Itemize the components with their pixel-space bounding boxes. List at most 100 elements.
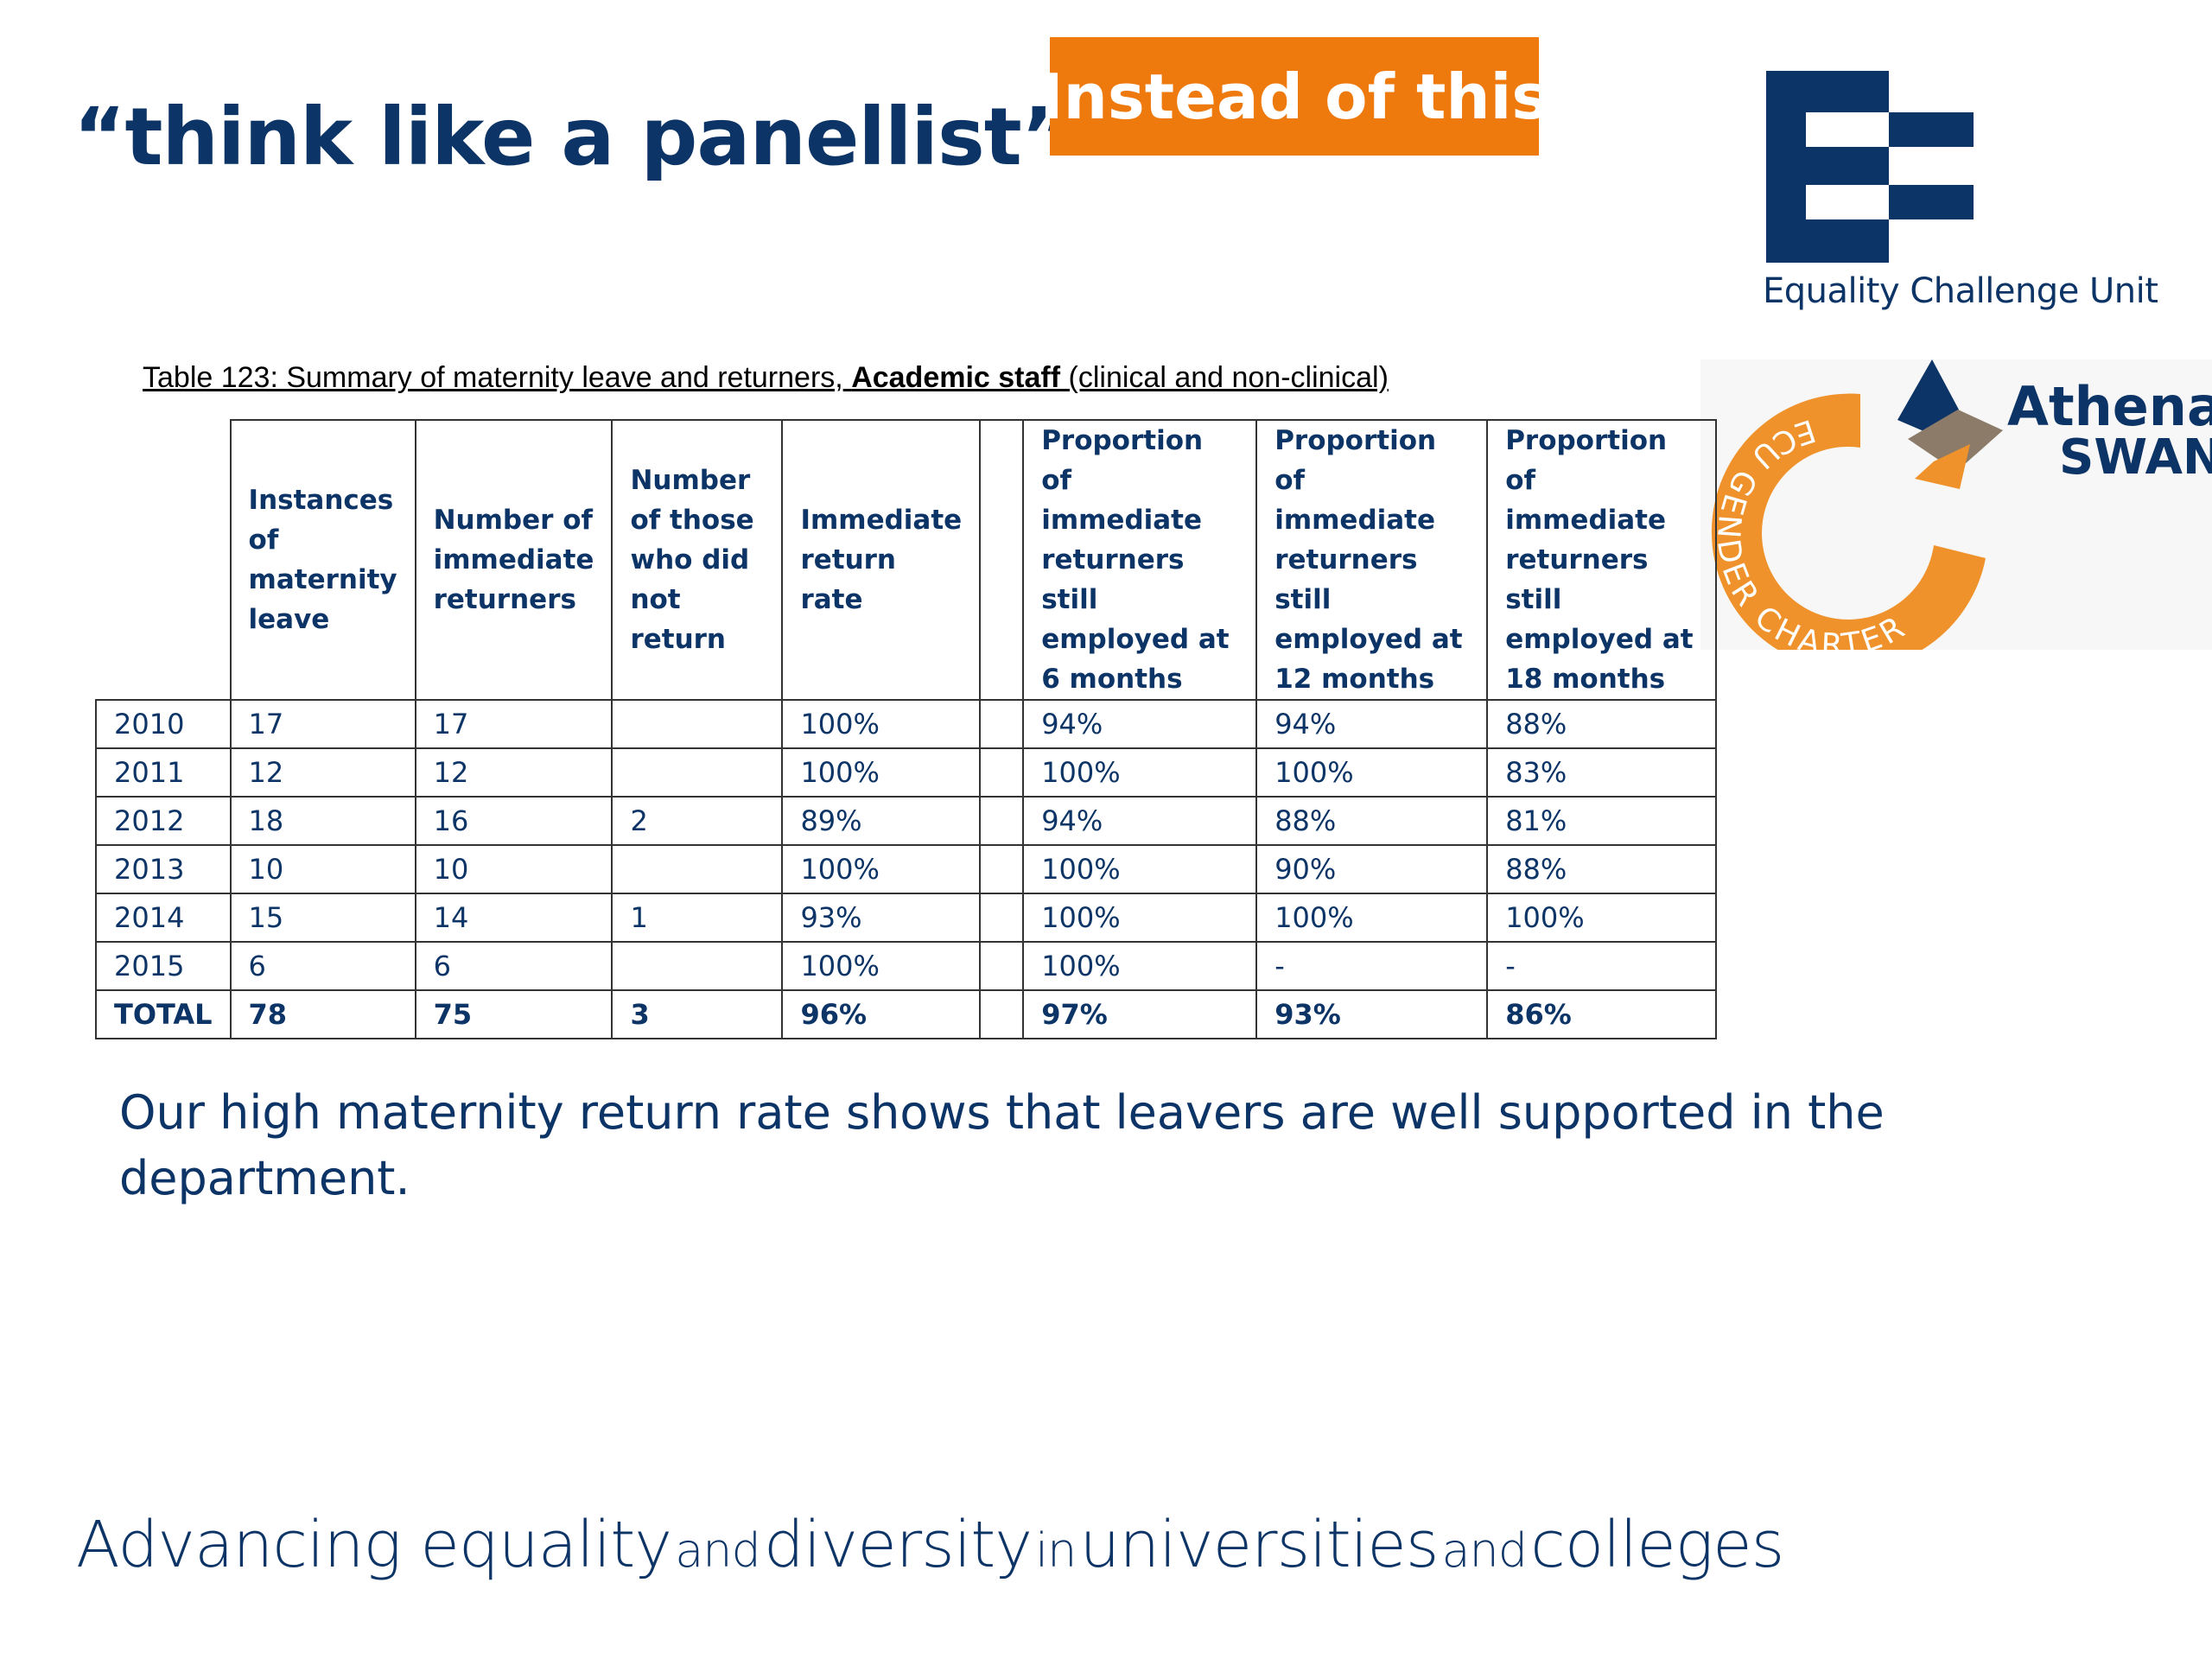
athena-swan-logo: ECU GENDER CHARTER Athena SWAN bbox=[1700, 359, 2212, 650]
table-cell: 17 bbox=[229, 699, 416, 749]
table-row: 2011 12 12 100% 100% 100% 83% bbox=[95, 747, 1718, 798]
header-cell: Number of those who did not return bbox=[611, 419, 784, 701]
tagline-word: universities bbox=[1079, 1508, 1440, 1582]
table-cell: 88% bbox=[1486, 844, 1718, 894]
header-cell: Proportion of immediate returners still … bbox=[1022, 419, 1258, 701]
table-cell: 100% bbox=[781, 844, 982, 894]
table-row: 2015 6 6 100% 100% - - bbox=[95, 941, 1718, 991]
header-cell bbox=[96, 420, 232, 701]
tagline-word: Advancing equality bbox=[76, 1508, 672, 1582]
table-cell: 100% bbox=[1022, 893, 1258, 943]
header-cell: Number of immediate returners bbox=[414, 419, 613, 701]
table-cell: 2014 bbox=[95, 893, 232, 943]
table-cell: 2 bbox=[611, 796, 784, 846]
table-cell: 78 bbox=[229, 989, 416, 1039]
table-cell bbox=[979, 844, 1025, 894]
table-cell: - bbox=[1486, 941, 1718, 991]
tagline-word: and bbox=[675, 1523, 761, 1578]
table-total-row: TOTAL 78 75 3 96% 97% 93% 86% bbox=[95, 989, 1718, 1039]
tagline-word: colleges bbox=[1530, 1508, 1784, 1582]
table-header-row: Instances of maternity leave Number of i… bbox=[96, 419, 1718, 701]
table-cell bbox=[979, 989, 1025, 1039]
caption-prefix: Table 123: Summary of maternity leave an… bbox=[143, 361, 843, 394]
table-cell: 96% bbox=[781, 989, 982, 1039]
header-cell: Proportion of immediate returners still … bbox=[1486, 419, 1718, 701]
table-cell: 88% bbox=[1255, 796, 1489, 846]
ecu-logo: Equality Challenge Unit bbox=[1763, 71, 2169, 321]
table-cell: 100% bbox=[781, 747, 982, 798]
table-cell: 10 bbox=[414, 844, 613, 894]
table-cell: 2011 bbox=[95, 747, 232, 798]
athena-swan-mark-icon: ECU GENDER CHARTER bbox=[1710, 359, 2003, 650]
table-cell: 93% bbox=[1255, 989, 1489, 1039]
table-cell: 86% bbox=[1486, 989, 1718, 1039]
table-cell: 17 bbox=[414, 699, 613, 749]
table-cell: 1 bbox=[611, 893, 784, 943]
table-cell: 81% bbox=[1486, 796, 1718, 846]
table-cell: 15 bbox=[229, 893, 416, 943]
table-row: 2013 10 10 100% 100% 90% 88% bbox=[95, 844, 1718, 894]
table-cell: 16 bbox=[414, 796, 613, 846]
table-cell: 100% bbox=[1022, 844, 1258, 894]
table-cell: 100% bbox=[1022, 941, 1258, 991]
table-cell bbox=[611, 941, 784, 991]
swan-word: SWAN bbox=[2059, 429, 2212, 486]
table-cell: 94% bbox=[1255, 699, 1489, 749]
header-cell: Immediate return rate bbox=[781, 419, 982, 701]
table-cell bbox=[979, 747, 1025, 798]
athena-word: Athena bbox=[2007, 375, 2212, 438]
table-cell: 75 bbox=[414, 989, 613, 1039]
table-cell: 100% bbox=[1022, 747, 1258, 798]
slide-title: “think like a panellist” bbox=[73, 91, 1073, 183]
table-row: 2010 17 17 100% 94% 94% 88% bbox=[95, 699, 1718, 749]
table-cell bbox=[979, 893, 1025, 943]
table-cell: 94% bbox=[1022, 796, 1258, 846]
table-cell: 90% bbox=[1255, 844, 1489, 894]
caption-suffix: (clinical and non-clinical) bbox=[1068, 361, 1389, 394]
ecu-logo-text: Equality Challenge Unit bbox=[1763, 271, 2158, 311]
tagline-word: and bbox=[1441, 1523, 1528, 1578]
table-cell: TOTAL bbox=[95, 989, 232, 1039]
table-cell: 6 bbox=[229, 941, 416, 991]
table-cell: 100% bbox=[781, 941, 982, 991]
tagline-word: diversity bbox=[763, 1508, 1033, 1582]
table-cell: 100% bbox=[781, 699, 982, 749]
ecu-mark-icon bbox=[1766, 71, 1974, 263]
table-row: 2014 15 14 1 93% 100% 100% 100% bbox=[95, 893, 1718, 943]
table-caption: Table 123: Summary of maternity leave an… bbox=[143, 361, 1389, 395]
table-cell: 2012 bbox=[95, 796, 232, 846]
table-cell: 2010 bbox=[95, 699, 232, 749]
tagline-word: in bbox=[1035, 1523, 1077, 1578]
table-cell: 14 bbox=[414, 893, 613, 943]
maternity-table: Instances of maternity leave Number of i… bbox=[95, 419, 1718, 1039]
table-cell: 100% bbox=[1486, 893, 1718, 943]
table-cell: 89% bbox=[781, 796, 982, 846]
table-cell: 94% bbox=[1022, 699, 1258, 749]
table-cell: 10 bbox=[229, 844, 416, 894]
tagline: Advancing equality and diversity in univ… bbox=[76, 1508, 1784, 1582]
table-cell: 3 bbox=[611, 989, 784, 1039]
table-cell bbox=[611, 699, 784, 749]
instead-of-this-badge: Instead of this bbox=[1040, 37, 1548, 156]
table-cell bbox=[979, 941, 1025, 991]
table-cell: 93% bbox=[781, 893, 982, 943]
table-cell: 2015 bbox=[95, 941, 232, 991]
statement-text: Our high maternity return rate shows tha… bbox=[119, 1085, 1885, 1205]
table-cell: 88% bbox=[1486, 699, 1718, 749]
table-cell bbox=[979, 796, 1025, 846]
table-cell: 12 bbox=[229, 747, 416, 798]
table-cell: 2013 bbox=[95, 844, 232, 894]
table-cell: 100% bbox=[1255, 893, 1489, 943]
table-cell: 18 bbox=[229, 796, 416, 846]
table-cell: 12 bbox=[414, 747, 613, 798]
table-cell: 83% bbox=[1486, 747, 1718, 798]
caption-bold: Academic staff bbox=[851, 361, 1061, 394]
table-cell bbox=[611, 747, 784, 798]
table-cell: 100% bbox=[1255, 747, 1489, 798]
table-cell: 97% bbox=[1022, 989, 1258, 1039]
table-cell bbox=[979, 699, 1025, 749]
header-cell: Instances of maternity leave bbox=[229, 419, 416, 701]
table-row: 2012 18 16 2 89% 94% 88% 81% bbox=[95, 796, 1718, 846]
table-cell bbox=[611, 844, 784, 894]
